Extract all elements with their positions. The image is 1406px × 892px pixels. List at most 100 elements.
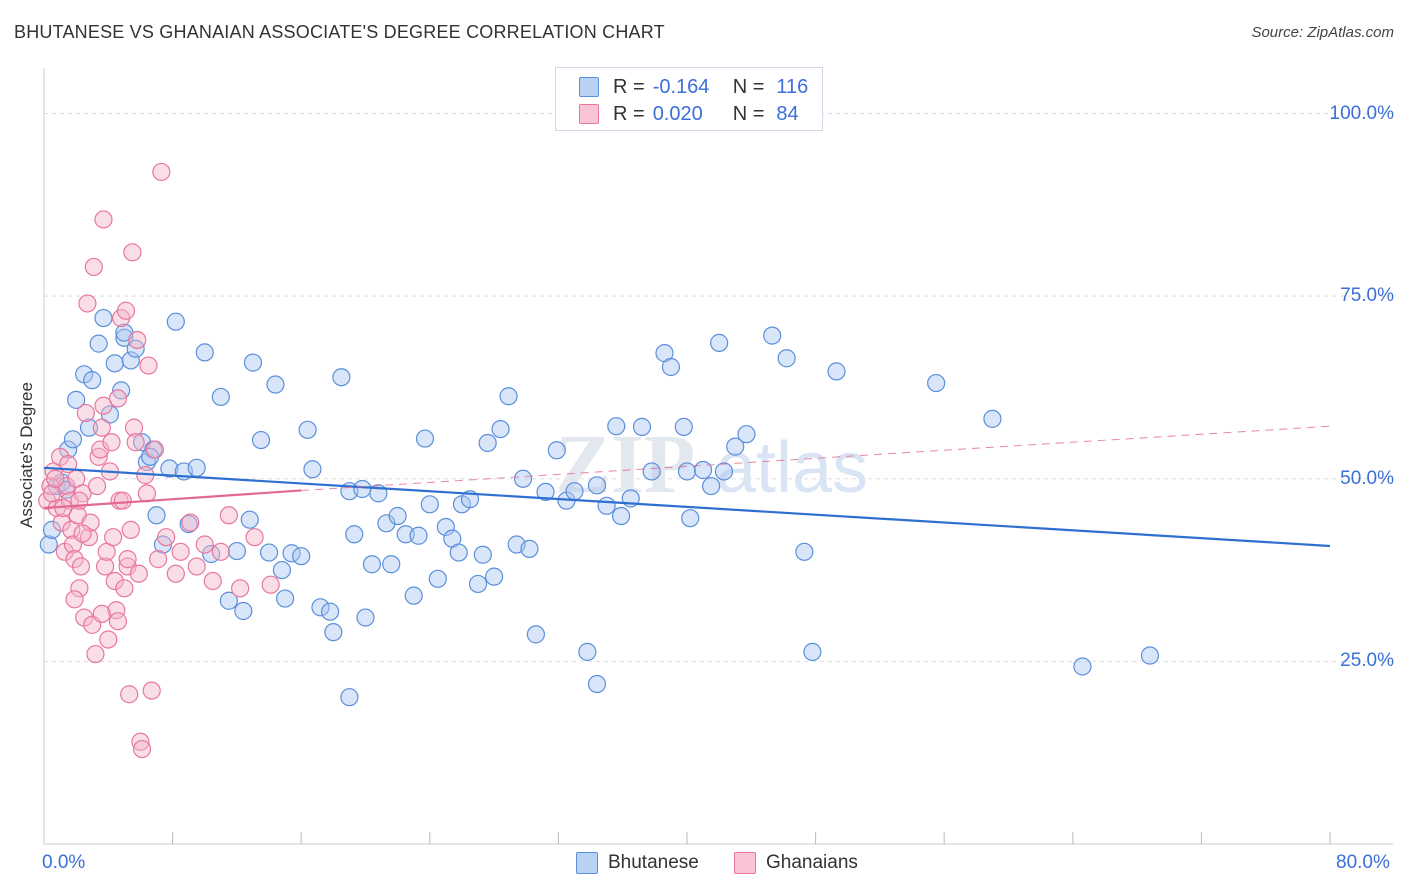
data-point[interactable] [67,390,86,409]
data-point[interactable] [415,429,435,448]
data-point[interactable] [105,571,124,591]
data-point[interactable] [1140,646,1160,665]
data-point[interactable] [547,441,566,460]
data-point[interactable] [565,482,584,501]
data-point[interactable] [536,482,555,502]
data-point[interactable] [121,351,140,370]
data-point[interactable] [642,462,661,481]
data-point[interactable] [71,557,91,576]
data-point[interactable] [42,520,62,539]
data-point[interactable] [166,564,185,583]
data-point[interactable] [827,362,846,381]
data-point[interactable] [261,575,280,594]
data-point[interactable] [272,560,292,580]
data-point[interactable] [499,387,518,406]
data-point[interactable] [99,630,118,649]
data-point[interactable] [473,545,492,564]
data-point[interactable] [578,642,597,661]
data-point[interactable] [491,419,510,439]
data-point[interactable] [91,440,110,459]
data-point[interactable] [927,373,946,393]
data-point[interactable] [611,506,631,526]
data-point[interactable] [104,528,123,547]
data-point[interactable] [607,417,626,436]
data-point[interactable] [211,387,230,407]
data-point[interactable] [513,469,533,488]
data-point[interactable] [436,517,455,537]
data-point[interactable] [737,425,756,444]
data-point[interactable] [803,642,822,661]
data-point[interactable] [52,513,71,532]
data-point[interactable] [478,433,497,453]
data-point[interactable] [311,598,330,617]
data-point[interactable] [449,543,468,562]
data-point[interactable] [113,491,132,510]
data-point[interactable] [702,476,721,496]
data-point[interactable] [147,506,166,525]
data-point[interactable] [108,612,128,631]
data-point[interactable] [137,484,156,503]
data-point[interactable] [195,535,214,554]
data-point[interactable] [139,356,158,375]
data-point[interactable] [83,371,102,390]
data-point[interactable] [234,601,253,621]
data-point[interactable] [129,564,148,583]
data-point[interactable] [78,294,97,313]
data-point[interactable] [116,301,136,320]
data-point[interactable] [108,389,128,408]
data-point[interactable] [187,458,206,477]
data-point[interactable] [983,409,1002,428]
data-point[interactable] [231,579,250,598]
data-point[interactable] [92,604,111,624]
data-point[interactable] [89,334,108,353]
data-point[interactable] [661,357,681,377]
data-point[interactable] [131,732,150,751]
data-point[interactable] [587,476,607,495]
data-point[interactable] [79,418,99,437]
data-point[interactable] [84,257,103,277]
data-point[interactable] [693,460,713,480]
data-point[interactable] [266,375,285,394]
data-point[interactable] [251,430,271,450]
data-point[interactable] [65,550,84,569]
data-point[interactable] [102,433,121,452]
data-point[interactable] [356,608,375,627]
data-point[interactable] [520,539,539,558]
data-point[interactable] [95,557,115,576]
data-point[interactable] [468,574,488,594]
data-point[interactable] [42,484,62,503]
data-point[interactable] [763,326,782,345]
data-point[interactable] [149,550,168,569]
legend-item-bhutanese[interactable]: Bhutanese [576,852,699,874]
data-point[interactable] [86,644,105,664]
data-point[interactable] [345,525,364,544]
data-point[interactable] [632,417,652,436]
data-point[interactable] [187,557,206,576]
data-point[interactable] [303,460,322,479]
data-point[interactable] [76,403,95,423]
data-point[interactable] [681,509,700,528]
data-point[interactable] [195,343,214,362]
data-point[interactable] [39,535,58,554]
data-point[interactable] [123,243,142,262]
data-point[interactable] [73,524,92,543]
legend-item-ghanaians[interactable]: Ghanaians [734,852,858,874]
data-point[interactable] [171,542,190,561]
data-point[interactable] [181,513,200,532]
data-point[interactable] [132,739,152,759]
data-point[interactable] [227,541,246,561]
data-point[interactable] [211,542,230,561]
data-point[interactable] [126,433,145,452]
data-point[interactable] [597,496,616,515]
data-point[interactable] [152,162,171,182]
data-point[interactable] [292,547,311,566]
data-point[interactable] [245,528,264,547]
data-point[interactable] [115,579,134,598]
data-point[interactable] [203,571,222,591]
data-point[interactable] [404,586,423,605]
data-point[interactable] [726,437,745,456]
data-point[interactable] [674,417,693,436]
data-point[interactable] [160,459,179,478]
data-point[interactable] [89,447,108,466]
data-point[interactable] [105,354,124,373]
